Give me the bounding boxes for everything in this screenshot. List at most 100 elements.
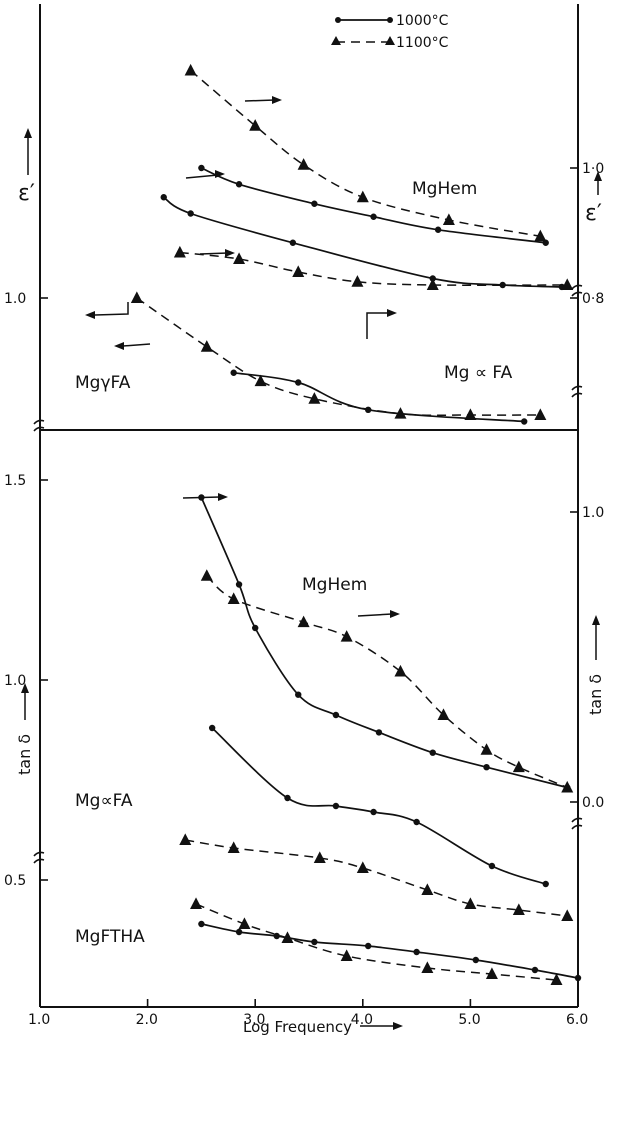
bottom-right-ylabel: tan δ: [586, 674, 605, 715]
left-tick-label-bottom-1: 1.0: [4, 673, 26, 689]
arrowhead-6: [114, 342, 124, 350]
axis-break-left-top: [33, 419, 45, 432]
arrowhead-1: [272, 96, 282, 104]
label-bottom-mghem: MgHem: [302, 575, 367, 595]
point-mghem-1100-bottom-0: [200, 569, 213, 581]
point-mgftha-1000-bottom-5: [413, 948, 420, 956]
point-mgfa-1000-top-2: [364, 406, 372, 413]
left-tick-label-top-0: 1.0: [4, 291, 26, 307]
point-mgftha-1000-bottom-8: [574, 974, 582, 982]
point-mgfa-1000-top-4: [499, 281, 506, 289]
x-axis-title: Log Frequency: [243, 1018, 352, 1036]
x-tick-label-0: 1.0: [28, 1012, 50, 1028]
point-mghem-1000-bottom-5: [375, 729, 383, 736]
point-mgfa-1000-bottom-2: [332, 802, 340, 810]
markers: [130, 63, 582, 985]
x-tick-label-5: 6.0: [566, 1012, 588, 1028]
x-tick-label-4: 5.0: [458, 1012, 480, 1028]
point-mghem-1100-top-1: [249, 119, 262, 131]
point-mgfa-1100-top-3: [351, 275, 364, 287]
axis-break-right-bottom: [571, 817, 583, 830]
point-mghem-1100-top-3: [356, 190, 369, 203]
label-top-mghem: MgHem: [412, 179, 477, 199]
point-mghem-1000-bottom-7: [483, 764, 490, 771]
point-mgftha-1100-bottom-0: [190, 897, 203, 909]
point-mgfa-1000-bottom-0: [208, 724, 216, 732]
point-mgftha-1000-bottom-2: [273, 932, 280, 940]
point-mgfa-1100-top-6: [534, 408, 547, 420]
point-mgfa-1100-bottom-1: [227, 841, 240, 853]
point-mghem-1000-bottom-2: [252, 624, 259, 632]
arrow-mgalphafa-1100-right: [366, 312, 390, 339]
point-mgftha-1100-bottom-6: [550, 973, 563, 985]
arrow-mggammafa-1100-left: [94, 302, 129, 316]
point-mghem-1000-top-3: [370, 213, 377, 220]
point-mghem-1100-top-4: [442, 213, 455, 225]
point-mgfa-1100-top-0: [173, 245, 186, 258]
axis-indicator-arrows: [85, 96, 400, 618]
series-line-mghem-1100-bottom: [206, 575, 568, 789]
curves: [136, 69, 579, 981]
arrowhead-4: [387, 309, 397, 317]
point-mghem-1000-top-0: [198, 164, 205, 172]
series-line-mgfa-1100-top: [179, 251, 568, 286]
legend-tri-right: [385, 36, 395, 45]
point-mgfa-1100-top-1: [233, 252, 246, 264]
point-mghem-1000-top-2: [311, 200, 318, 207]
point-mghem-1100-bottom-2: [297, 615, 310, 628]
point-mgfa-1100-top-0: [130, 291, 143, 303]
series-line-mgfa-1100-top: [136, 297, 541, 417]
point-mgfa-1000-bottom-6: [542, 880, 549, 888]
point-mgfa-1100-bottom-0: [179, 833, 192, 845]
point-mgftha-1000-bottom-3: [311, 938, 318, 946]
axis-break-right-top-2: [571, 385, 583, 398]
legend-label-1100: 1100°C: [396, 35, 449, 51]
point-mghem-1000-top-4: [434, 226, 442, 233]
top-left-ylabel-arrowhead: [24, 128, 32, 138]
arrowhead-5: [85, 311, 95, 319]
series-line-mgfa-1000-top: [163, 196, 562, 288]
series-line-mgfa-1000-bottom: [211, 727, 546, 885]
point-mgfa-1100-top-1: [200, 340, 213, 352]
point-mgftha-1000-bottom-6: [472, 956, 479, 964]
x-tick-label-2: 3.0: [243, 1012, 265, 1028]
series-line-mgftha-1000-bottom: [201, 923, 579, 979]
legend-dot-left: [335, 17, 341, 23]
point-mghem-1000-bottom-4: [332, 711, 340, 719]
point-mgfa-1100-top-2: [254, 374, 267, 387]
point-mgfa-1100-bottom-7: [561, 909, 574, 921]
point-mghem-1000-top-1: [235, 181, 243, 188]
bottom-right-ylabel-arrowhead: [592, 615, 600, 625]
point-mgftha-1100-bottom-2: [281, 931, 294, 943]
point-mgftha-1000-bottom-7: [531, 966, 539, 974]
arrowhead-7: [218, 493, 228, 501]
bottom-left-ylabel: tan δ: [15, 734, 34, 775]
point-mgfa-1000-top-3: [521, 418, 528, 425]
point-mgfa-1000-bottom-1: [284, 794, 291, 802]
label-top-mgalphafa: Mg ∝ FA: [444, 363, 513, 383]
legend-label-1000: 1000°C: [396, 13, 449, 29]
point-mgfa-1000-top-0: [160, 194, 167, 201]
ticks: 1.0 1·0 0·8 1.5 1.0 0.5 1.0 0.0 1.0 2.0 3.0 4.0 5.0 6…: [4, 161, 604, 1028]
point-mgftha-1000-bottom-1: [235, 928, 243, 936]
point-mgfa-1100-top-4: [426, 278, 439, 290]
point-mgfa-1100-bottom-2: [313, 851, 326, 863]
point-mgfa-1000-bottom-5: [488, 862, 496, 870]
point-mghem-1100-top-0: [184, 63, 197, 76]
point-mghem-1000-bottom-1: [235, 581, 243, 588]
arrow-mgalphafa-1000-right: [199, 252, 229, 255]
point-mghem-1100-bottom-7: [512, 760, 525, 773]
point-mgfa-1100-top-4: [394, 407, 407, 419]
point-mgftha-1100-bottom-4: [421, 961, 434, 973]
series-line-mghem-1100-top: [190, 69, 541, 238]
point-mgftha-1000-bottom-0: [198, 920, 205, 928]
legend-dot-right: [387, 17, 393, 23]
arrowhead-3: [225, 249, 235, 257]
point-mgfa-1100-bottom-5: [464, 897, 477, 909]
arrowhead-8: [390, 610, 400, 618]
point-mgfa-1100-top-5: [464, 408, 477, 420]
arrow-mghem-1000-right: [185, 174, 219, 179]
point-mgfa-1100-top-5: [561, 278, 574, 290]
point-mgftha-1000-bottom-4: [364, 942, 372, 950]
